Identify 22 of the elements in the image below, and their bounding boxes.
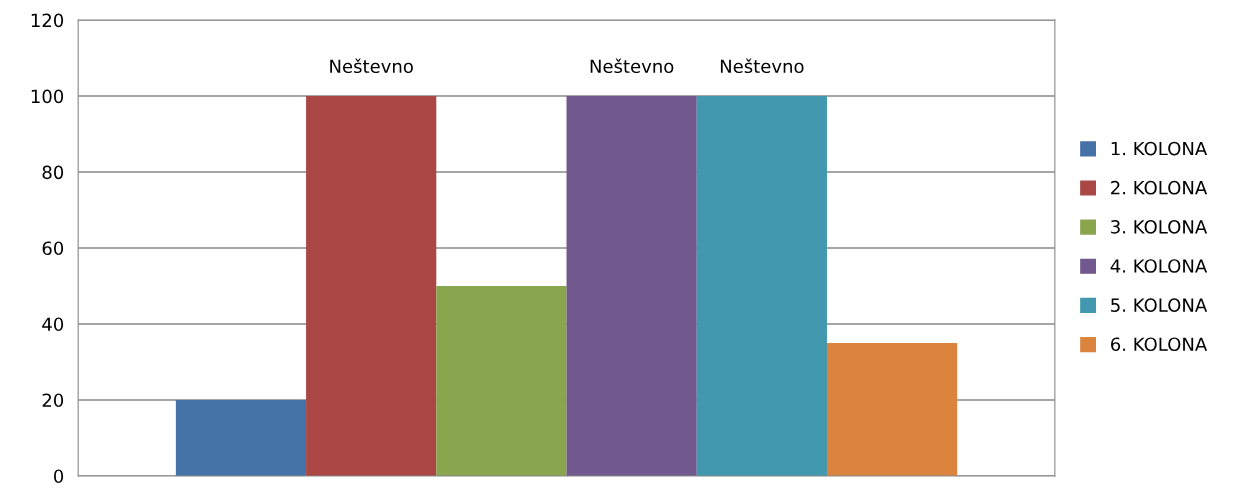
legend-label: 5. KOLONA (1111, 298, 1208, 312)
bar (826, 342, 958, 476)
y-tick-label: 60 (42, 241, 64, 256)
y-tick-label: 40 (42, 317, 64, 332)
bar (696, 96, 827, 476)
legend-label: 2. KOLONA (1111, 180, 1208, 195)
y-tick-label: 80 (42, 165, 64, 180)
y-tick-label: 0 (54, 469, 64, 484)
legend-label: 3. KOLONA (1111, 220, 1208, 234)
y-tick-label: 120 (31, 13, 64, 28)
y-tick-label: 20 (42, 393, 64, 408)
data-label: Neštevno (590, 58, 674, 74)
bar (436, 285, 567, 476)
data-label: Neštevno (330, 58, 413, 74)
legend-label: 6. KOLONA (1111, 337, 1208, 352)
legend-label: 4. KOLONA (1110, 259, 1208, 273)
y-tick-label: 100 (31, 89, 64, 104)
data-label: Neštevno (720, 58, 804, 74)
bar (175, 399, 307, 476)
bar (306, 96, 437, 476)
bar (566, 96, 697, 476)
legend-label: 1. KOLONA (1111, 141, 1208, 156)
